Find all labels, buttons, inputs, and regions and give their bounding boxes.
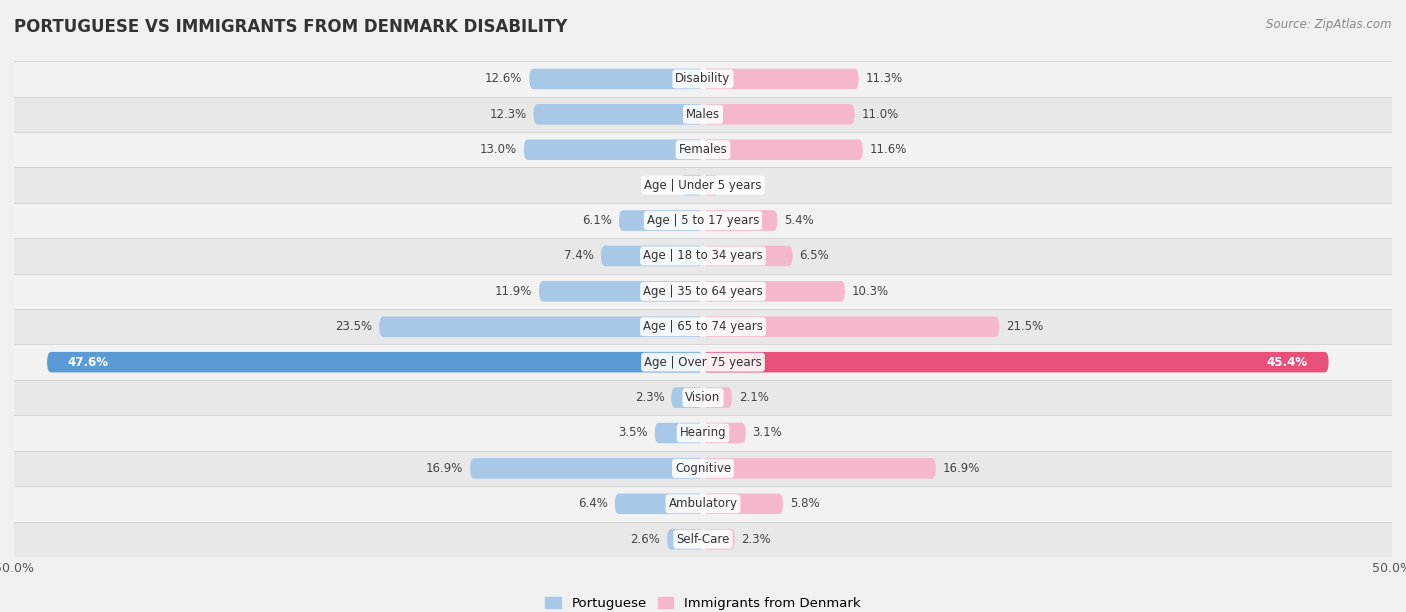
Text: 21.5%: 21.5% [1007, 320, 1043, 334]
FancyBboxPatch shape [703, 245, 793, 266]
FancyBboxPatch shape [671, 387, 703, 408]
Text: 6.4%: 6.4% [578, 498, 607, 510]
Bar [14, 450, 1392, 486]
Bar [14, 345, 1392, 380]
Text: 1.6%: 1.6% [644, 179, 673, 192]
FancyBboxPatch shape [600, 245, 703, 266]
Text: 5.8%: 5.8% [790, 498, 820, 510]
Text: 11.9%: 11.9% [495, 285, 531, 298]
Text: 2.3%: 2.3% [741, 532, 772, 546]
Bar [14, 486, 1392, 521]
FancyBboxPatch shape [614, 493, 703, 514]
FancyBboxPatch shape [703, 104, 855, 125]
Text: Females: Females [679, 143, 727, 156]
Text: 2.6%: 2.6% [630, 532, 661, 546]
Text: 12.3%: 12.3% [489, 108, 527, 121]
Text: Disability: Disability [675, 72, 731, 86]
Text: 3.1%: 3.1% [752, 427, 782, 439]
Text: 3.5%: 3.5% [619, 427, 648, 439]
Text: Males: Males [686, 108, 720, 121]
Text: 6.1%: 6.1% [582, 214, 612, 227]
FancyBboxPatch shape [703, 352, 1329, 373]
Text: Vision: Vision [685, 391, 721, 404]
Text: 2.1%: 2.1% [738, 391, 769, 404]
FancyBboxPatch shape [538, 281, 703, 302]
FancyBboxPatch shape [703, 140, 863, 160]
Text: Cognitive: Cognitive [675, 462, 731, 475]
FancyBboxPatch shape [703, 387, 733, 408]
Text: 1.1%: 1.1% [725, 179, 755, 192]
Text: 16.9%: 16.9% [943, 462, 980, 475]
Text: 47.6%: 47.6% [67, 356, 108, 368]
FancyBboxPatch shape [703, 458, 936, 479]
FancyBboxPatch shape [619, 211, 703, 231]
Text: 10.3%: 10.3% [852, 285, 889, 298]
FancyBboxPatch shape [703, 69, 859, 89]
FancyBboxPatch shape [533, 104, 703, 125]
Text: 11.3%: 11.3% [866, 72, 903, 86]
FancyBboxPatch shape [655, 423, 703, 443]
Bar [14, 309, 1392, 345]
Text: 11.0%: 11.0% [862, 108, 898, 121]
Bar [14, 380, 1392, 416]
FancyBboxPatch shape [681, 175, 703, 195]
Bar [14, 521, 1392, 557]
Bar [14, 416, 1392, 450]
Bar [14, 61, 1392, 97]
Text: 12.6%: 12.6% [485, 72, 523, 86]
FancyBboxPatch shape [703, 423, 745, 443]
Text: 6.5%: 6.5% [800, 250, 830, 263]
Legend: Portuguese, Immigrants from Denmark: Portuguese, Immigrants from Denmark [546, 597, 860, 610]
Bar [14, 274, 1392, 309]
Text: 23.5%: 23.5% [335, 320, 373, 334]
Text: 7.4%: 7.4% [564, 250, 595, 263]
Text: Age | 65 to 74 years: Age | 65 to 74 years [643, 320, 763, 334]
FancyBboxPatch shape [703, 316, 1000, 337]
FancyBboxPatch shape [703, 529, 735, 550]
Text: Age | Over 75 years: Age | Over 75 years [644, 356, 762, 368]
Text: 45.4%: 45.4% [1267, 356, 1308, 368]
Bar [14, 97, 1392, 132]
FancyBboxPatch shape [668, 529, 703, 550]
Text: Age | Under 5 years: Age | Under 5 years [644, 179, 762, 192]
Bar [14, 238, 1392, 274]
Bar [14, 132, 1392, 168]
Text: 13.0%: 13.0% [479, 143, 517, 156]
Text: Ambulatory: Ambulatory [668, 498, 738, 510]
FancyBboxPatch shape [470, 458, 703, 479]
Text: 5.4%: 5.4% [785, 214, 814, 227]
FancyBboxPatch shape [48, 352, 703, 373]
FancyBboxPatch shape [703, 175, 718, 195]
FancyBboxPatch shape [703, 281, 845, 302]
Bar [14, 203, 1392, 238]
Text: 16.9%: 16.9% [426, 462, 463, 475]
Text: PORTUGUESE VS IMMIGRANTS FROM DENMARK DISABILITY: PORTUGUESE VS IMMIGRANTS FROM DENMARK DI… [14, 18, 568, 36]
FancyBboxPatch shape [703, 493, 783, 514]
Text: 11.6%: 11.6% [870, 143, 907, 156]
FancyBboxPatch shape [524, 140, 703, 160]
Text: Age | 18 to 34 years: Age | 18 to 34 years [643, 250, 763, 263]
Text: Hearing: Hearing [679, 427, 727, 439]
Bar [14, 168, 1392, 203]
Text: 2.3%: 2.3% [634, 391, 665, 404]
FancyBboxPatch shape [530, 69, 703, 89]
FancyBboxPatch shape [703, 211, 778, 231]
Text: Age | 5 to 17 years: Age | 5 to 17 years [647, 214, 759, 227]
Text: Source: ZipAtlas.com: Source: ZipAtlas.com [1267, 18, 1392, 31]
FancyBboxPatch shape [380, 316, 703, 337]
Text: Age | 35 to 64 years: Age | 35 to 64 years [643, 285, 763, 298]
Text: Self-Care: Self-Care [676, 532, 730, 546]
